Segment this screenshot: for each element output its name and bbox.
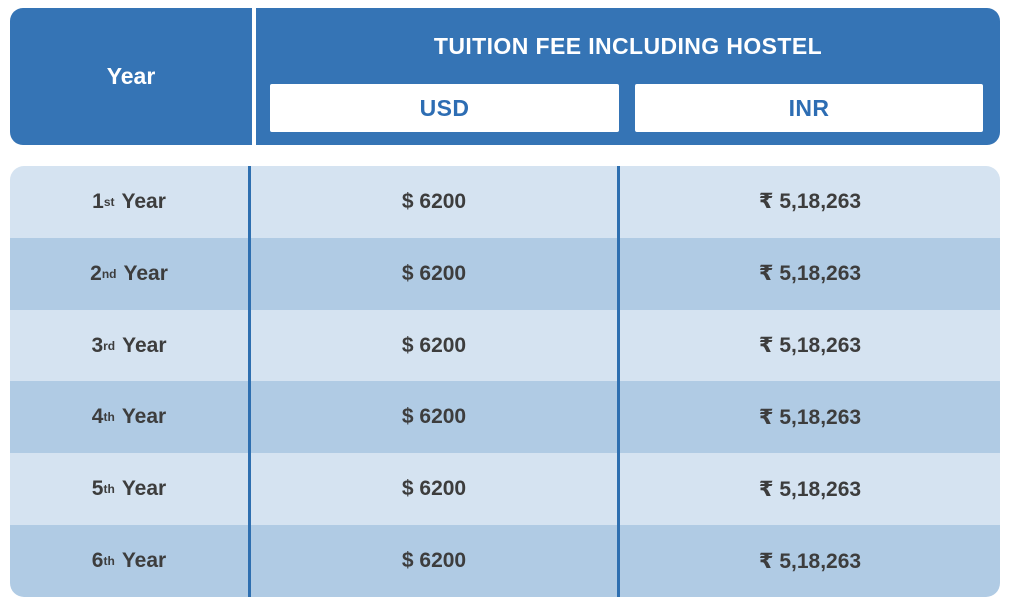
year-word: Year: [121, 549, 167, 573]
year-ordinal: 3: [91, 333, 104, 357]
year-column-header: Year: [10, 8, 252, 145]
year-word: Year: [121, 477, 167, 501]
year-ordinal: 5: [91, 477, 104, 501]
inr-cell: ₹ 5,18,263: [758, 405, 862, 429]
year-ordinal: 2: [90, 261, 102, 285]
usd-cell: $ 6200: [251, 237, 620, 310]
usd-cell: $ 6200: [251, 525, 620, 597]
inr-cell: ₹ 5,18,263: [758, 262, 862, 286]
inr-cell: ₹ 5,18,263: [758, 477, 862, 501]
usd-cell: $ 6200: [251, 166, 620, 238]
usd-cell: $ 6200: [251, 381, 620, 454]
inr-column-header: INR: [635, 84, 983, 132]
year-header-label: Year: [106, 63, 156, 89]
year-word: Year: [121, 189, 166, 213]
inr-cell: ₹ 5,18,263: [758, 334, 862, 358]
year-word: Year: [121, 405, 167, 429]
usd-column-header: USD: [270, 84, 619, 132]
year-word: Year: [123, 261, 168, 285]
year-ordinal: 6: [91, 549, 104, 573]
fee-header-band: TUITION FEE INCLUDING HOSTEL USD INR: [256, 8, 1000, 145]
inr-cell: ₹ 5,18,263: [758, 549, 862, 573]
fee-title: TUITION FEE INCLUDING HOSTEL: [433, 32, 823, 59]
inr-cell: ₹ 5,18,263: [758, 190, 862, 214]
usd-cell: $ 6200: [251, 453, 620, 526]
usd-cell: $ 6200: [251, 309, 620, 382]
year-word: Year: [122, 333, 167, 357]
year-ordinal: 1: [92, 189, 104, 213]
year-ordinal: 4: [91, 405, 104, 429]
